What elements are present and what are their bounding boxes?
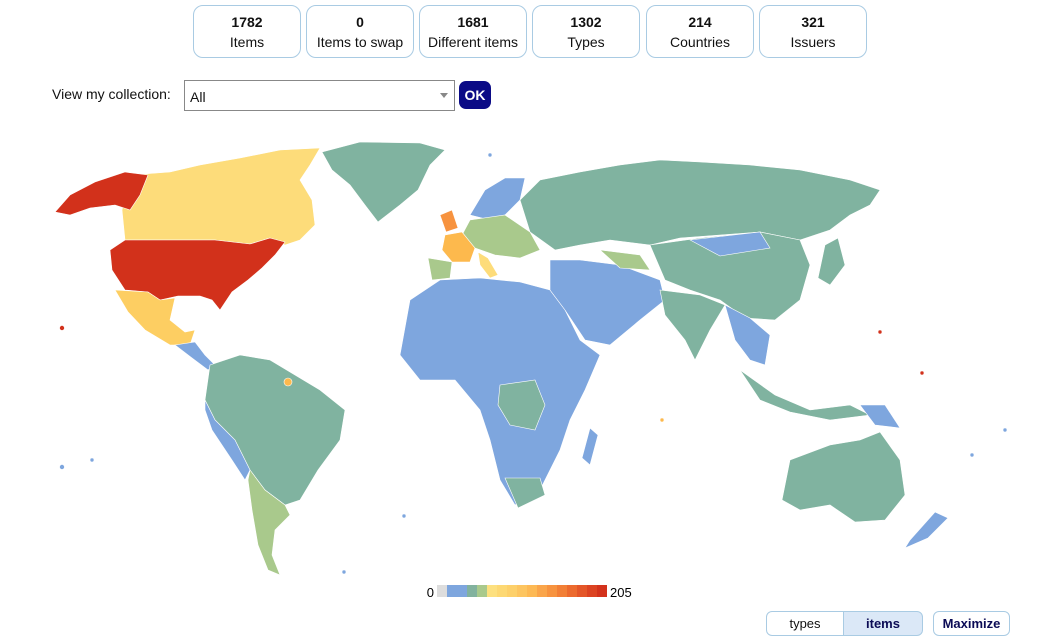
japan — [817, 237, 846, 286]
canada — [121, 147, 321, 246]
legend-swatch — [567, 585, 577, 597]
legend-swatch — [527, 585, 537, 597]
central-asia — [599, 249, 651, 271]
dropdown-arrow — [440, 93, 448, 98]
stat-value: 0 — [356, 14, 364, 30]
stat-box: 1782 Items — [193, 5, 301, 58]
legend-swatch — [597, 585, 607, 597]
greenland — [321, 141, 446, 223]
island — [919, 370, 925, 376]
madagascar — [581, 427, 599, 466]
stat-value: 321 — [801, 14, 825, 30]
andes — [204, 399, 251, 481]
stat-value: 1681 — [457, 14, 489, 30]
stat-label: Types — [567, 34, 605, 50]
island — [877, 329, 883, 335]
stat-value: 214 — [688, 14, 712, 30]
legend-swatch — [437, 585, 447, 597]
legend-swatch — [517, 585, 527, 597]
south-america — [204, 354, 346, 506]
stat-box: 321 Issuers — [759, 5, 867, 58]
legend-swatch — [547, 585, 557, 597]
world-map — [54, 141, 1008, 576]
legend-swatch — [457, 585, 467, 597]
stat-label: Issuers — [790, 34, 836, 50]
central-america — [174, 341, 216, 371]
stat-value: 1302 — [570, 14, 602, 30]
stat-box: 0 Items to swap — [306, 5, 414, 58]
congo — [497, 379, 546, 431]
stat-label: Countries — [670, 34, 730, 50]
stat-value: 1782 — [231, 14, 263, 30]
legend-swatch — [487, 585, 497, 597]
legend-swatch — [507, 585, 517, 597]
south-africa — [504, 477, 546, 509]
legend-swatch — [577, 585, 587, 597]
mongolia — [689, 231, 771, 257]
legend-swatch — [477, 585, 487, 597]
indonesia — [739, 369, 872, 421]
filter-label: View my collection: — [52, 86, 171, 102]
legend-min: 0 — [427, 585, 434, 600]
island — [59, 325, 65, 331]
color-legend: 0 205 — [427, 585, 632, 600]
maximize-button[interactable]: Maximize — [933, 611, 1010, 636]
island — [89, 457, 95, 463]
legend-swatch — [537, 585, 547, 597]
stat-box: 214 Countries — [646, 5, 754, 58]
alaska — [54, 171, 149, 216]
legend-swatch — [587, 585, 597, 597]
stat-label: Items to swap — [316, 34, 404, 50]
stat-box: 1302 Types — [532, 5, 640, 58]
island — [401, 513, 407, 519]
stat-box: 1681 Different items — [419, 5, 527, 58]
legend-swatch — [497, 585, 507, 597]
australia — [781, 431, 906, 523]
russia — [519, 159, 881, 251]
southeast-asia — [724, 304, 771, 366]
island — [487, 152, 493, 158]
usa — [109, 237, 286, 311]
new-zealand — [904, 511, 949, 549]
collection-select[interactable]: All — [184, 80, 455, 111]
legend-swatch — [467, 585, 477, 597]
stat-label: Items — [229, 34, 265, 50]
middle-east — [549, 259, 666, 346]
argentina — [247, 469, 291, 576]
island — [283, 377, 293, 387]
island — [969, 452, 975, 458]
toggle-types[interactable]: types — [766, 611, 844, 636]
ok-button[interactable]: OK — [459, 81, 491, 109]
italy — [477, 251, 499, 279]
iberia — [427, 257, 453, 281]
scandinavia — [469, 177, 526, 221]
island — [341, 569, 347, 575]
island — [59, 464, 65, 470]
stat-label: Different items — [428, 34, 518, 50]
legend-max: 205 — [610, 585, 632, 600]
toggle-items[interactable]: items — [843, 611, 923, 636]
new-guinea — [859, 404, 901, 429]
india — [659, 289, 726, 361]
legend-swatch — [557, 585, 567, 597]
uk — [439, 209, 459, 233]
mexico — [114, 289, 196, 346]
selected-option: All — [190, 89, 206, 105]
legend-swatch — [447, 585, 457, 597]
countries — [54, 141, 1008, 576]
island — [1002, 427, 1008, 433]
france — [441, 231, 476, 263]
island — [659, 417, 665, 423]
